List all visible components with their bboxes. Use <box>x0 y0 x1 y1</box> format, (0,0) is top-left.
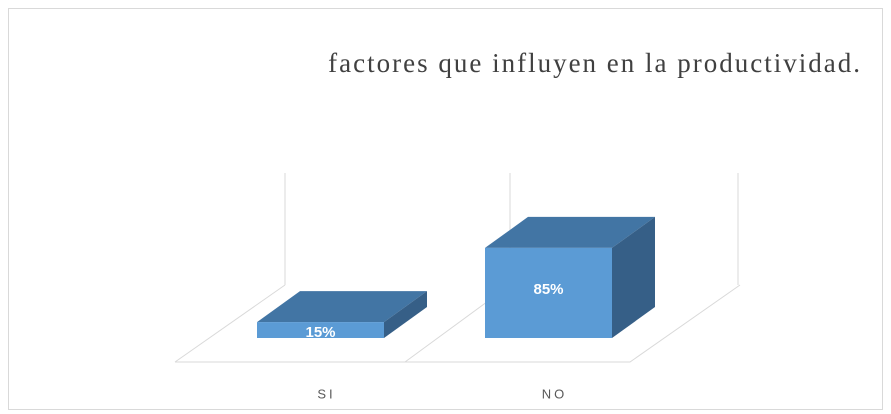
bar-side <box>384 291 427 338</box>
bar <box>485 247 612 338</box>
data-label: 85% <box>533 281 563 298</box>
chart-title: factores que influyen en la productivida… <box>328 48 862 78</box>
floor-walls <box>174 173 741 363</box>
data-label: 15% <box>305 324 335 341</box>
bar-top <box>257 291 427 323</box>
bar <box>257 322 384 338</box>
x-tick-label: NO <box>542 386 568 401</box>
x-tick-label: SI <box>317 386 335 401</box>
chart-frame <box>8 8 883 410</box>
bar-side <box>612 216 655 338</box>
bar-top <box>485 216 655 248</box>
